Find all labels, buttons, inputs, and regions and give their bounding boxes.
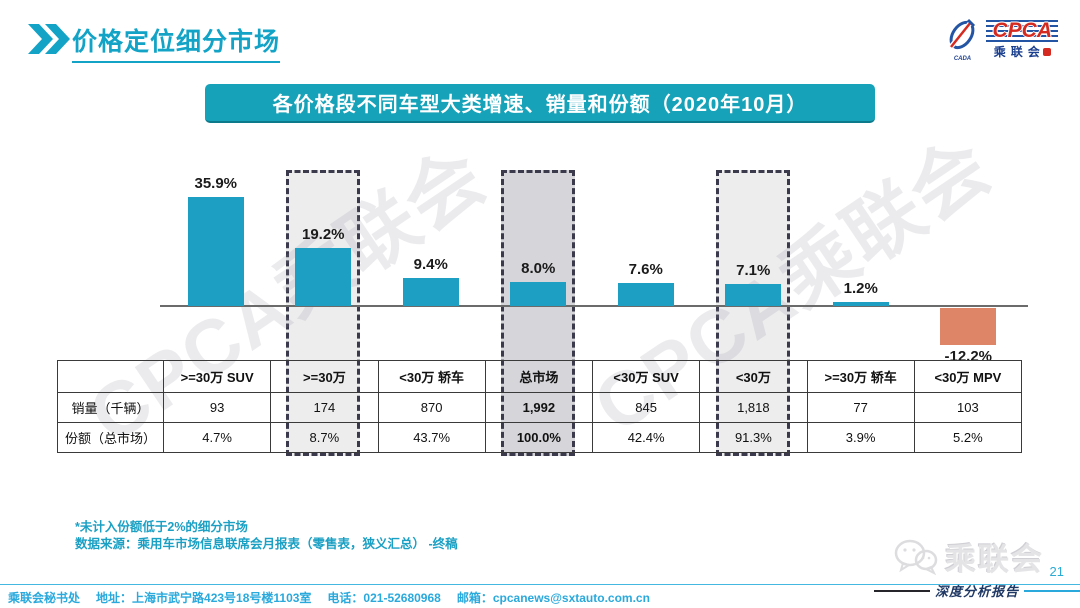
bar-value-label: 35.9% xyxy=(194,175,238,193)
chart-title: 各价格段不同车型大类增速、销量和份额（2020年10月） xyxy=(272,94,808,116)
table-corner-cell xyxy=(57,360,164,393)
footer-address: 地址：上海市武宁路423号18号楼1103室 xyxy=(96,591,312,605)
footer-email: 邮箱：cpcanews@sxtauto.com.cn xyxy=(456,591,650,605)
table-row: 份额（总市场） 4.7% 8.7% 43.7% 100.0% 42.4% 91.3% 3.9%… xyxy=(57,422,1023,453)
bar-value-label: 9.4% xyxy=(413,255,448,273)
logo-cn-text: 乘联会 xyxy=(994,43,1051,60)
header: 价格定位细分市场 CADA CPCA 乘联会 xyxy=(0,0,1080,70)
logo-seal-icon xyxy=(1042,48,1051,56)
table-cell: 4.7% xyxy=(162,422,272,453)
row-header: 份额（总市场） xyxy=(57,422,164,453)
chart-title-banner: 各价格段不同车型大类增速、销量和份额（2020年10月） xyxy=(205,84,875,123)
x-axis-line xyxy=(160,305,1028,307)
table-cell: 8.7% xyxy=(270,422,379,453)
row-header: 销量（千辆） xyxy=(57,392,164,423)
footer-phone: 电话：021-52680968 xyxy=(327,591,441,605)
column-header: <30万 SUV xyxy=(591,360,701,393)
data-table: >=30万 SUV >=30万 <30万 轿车 总市场 <30万 SUV <30万 >=30… xyxy=(57,360,1023,453)
table-cell: 43.7% xyxy=(377,422,486,453)
logo-cpca-text: CPCA xyxy=(986,20,1058,42)
table-cell: 174 xyxy=(270,392,379,423)
bar-总市场 xyxy=(510,281,567,306)
table-cell: 77 xyxy=(806,392,915,423)
wechat-account-name: 乘联会 xyxy=(945,542,1044,577)
table-row: 销量（千辆） 93 174 870 1,992 845 1,818 77 103 xyxy=(57,392,1023,423)
table-cell: 3.9% xyxy=(806,422,915,453)
table-cell: 103 xyxy=(913,392,1023,423)
footer: 乘联会秘书处 地址：上海市武宁路423号18号楼1103室 电话：021-526… xyxy=(8,589,650,606)
table-cell: 5.2% xyxy=(913,422,1023,453)
report-left-rule xyxy=(873,589,930,592)
report-label-row: 深度分析报告 xyxy=(873,581,1080,600)
bar->=30万 xyxy=(295,247,352,306)
bar-value-label: 8.0% xyxy=(521,259,556,277)
cpca-logo: CADA CPCA 乘联会 xyxy=(942,18,1058,62)
note-exclusion: *未计入份额低于2%的细分市场 xyxy=(75,520,248,534)
bar-<30万 xyxy=(725,284,782,306)
column-header: 总市场 xyxy=(484,360,594,393)
table-cell: 100.0% xyxy=(484,422,594,453)
table-cell: 91.3% xyxy=(699,422,808,453)
wechat-logo: 乘联会 xyxy=(893,534,1044,579)
table-cell: 1,992 xyxy=(484,392,594,423)
logo-subtext: CADA xyxy=(953,56,972,62)
table-cell: 845 xyxy=(591,392,701,423)
table-cell: 1,818 xyxy=(699,392,808,423)
table-cell: 42.4% xyxy=(591,422,701,453)
table-header-row: >=30万 SUV >=30万 <30万 轿车 总市场 <30万 SUV <30万 >=30… xyxy=(57,360,1023,393)
bar-value-label: 7.1% xyxy=(736,262,771,280)
footer-divider xyxy=(0,584,1080,585)
page-title: 价格定位细分市场 xyxy=(72,22,281,63)
bar-<30万 轿车 xyxy=(402,277,459,306)
report-label: 深度分析报告 xyxy=(934,584,1019,599)
column-header: <30万 轿车 xyxy=(377,360,486,393)
footnotes: *未计入份额低于2%的细分市场 数据来源：乘用车市场信息联席会月报表（零售表，狭… xyxy=(75,519,458,553)
bar->=30万 轿车 xyxy=(832,302,889,306)
column-header: >=30万 xyxy=(270,360,379,393)
table-cell: 93 xyxy=(162,392,272,423)
column-header: >=30万 SUV xyxy=(162,360,272,393)
cpca-swoosh-icon: CADA xyxy=(942,18,982,62)
bar-<30万 MPV xyxy=(940,308,997,345)
bar-value-label: 1.2% xyxy=(843,280,878,298)
column-header: >=30万 轿车 xyxy=(806,360,915,393)
note-source: 数据来源：乘用车市场信息联席会月报表（零售表，狭义汇总） -终稿 xyxy=(75,537,458,551)
bar-value-label: 7.6% xyxy=(628,260,663,278)
report-right-rule xyxy=(1024,589,1080,592)
wechat-icon xyxy=(894,539,938,575)
column-header: <30万 MPV xyxy=(913,360,1023,393)
double-chevron-icon xyxy=(28,24,70,54)
page-number: 21 xyxy=(1049,564,1064,579)
table-cell: 870 xyxy=(377,392,486,423)
bar-<30万 SUV xyxy=(617,282,674,306)
bar->=30万 SUV xyxy=(187,197,244,306)
bar-value-label: 19.2% xyxy=(301,225,345,243)
column-header: <30万 xyxy=(699,360,808,393)
footer-org: 乘联会秘书处 xyxy=(8,591,81,605)
